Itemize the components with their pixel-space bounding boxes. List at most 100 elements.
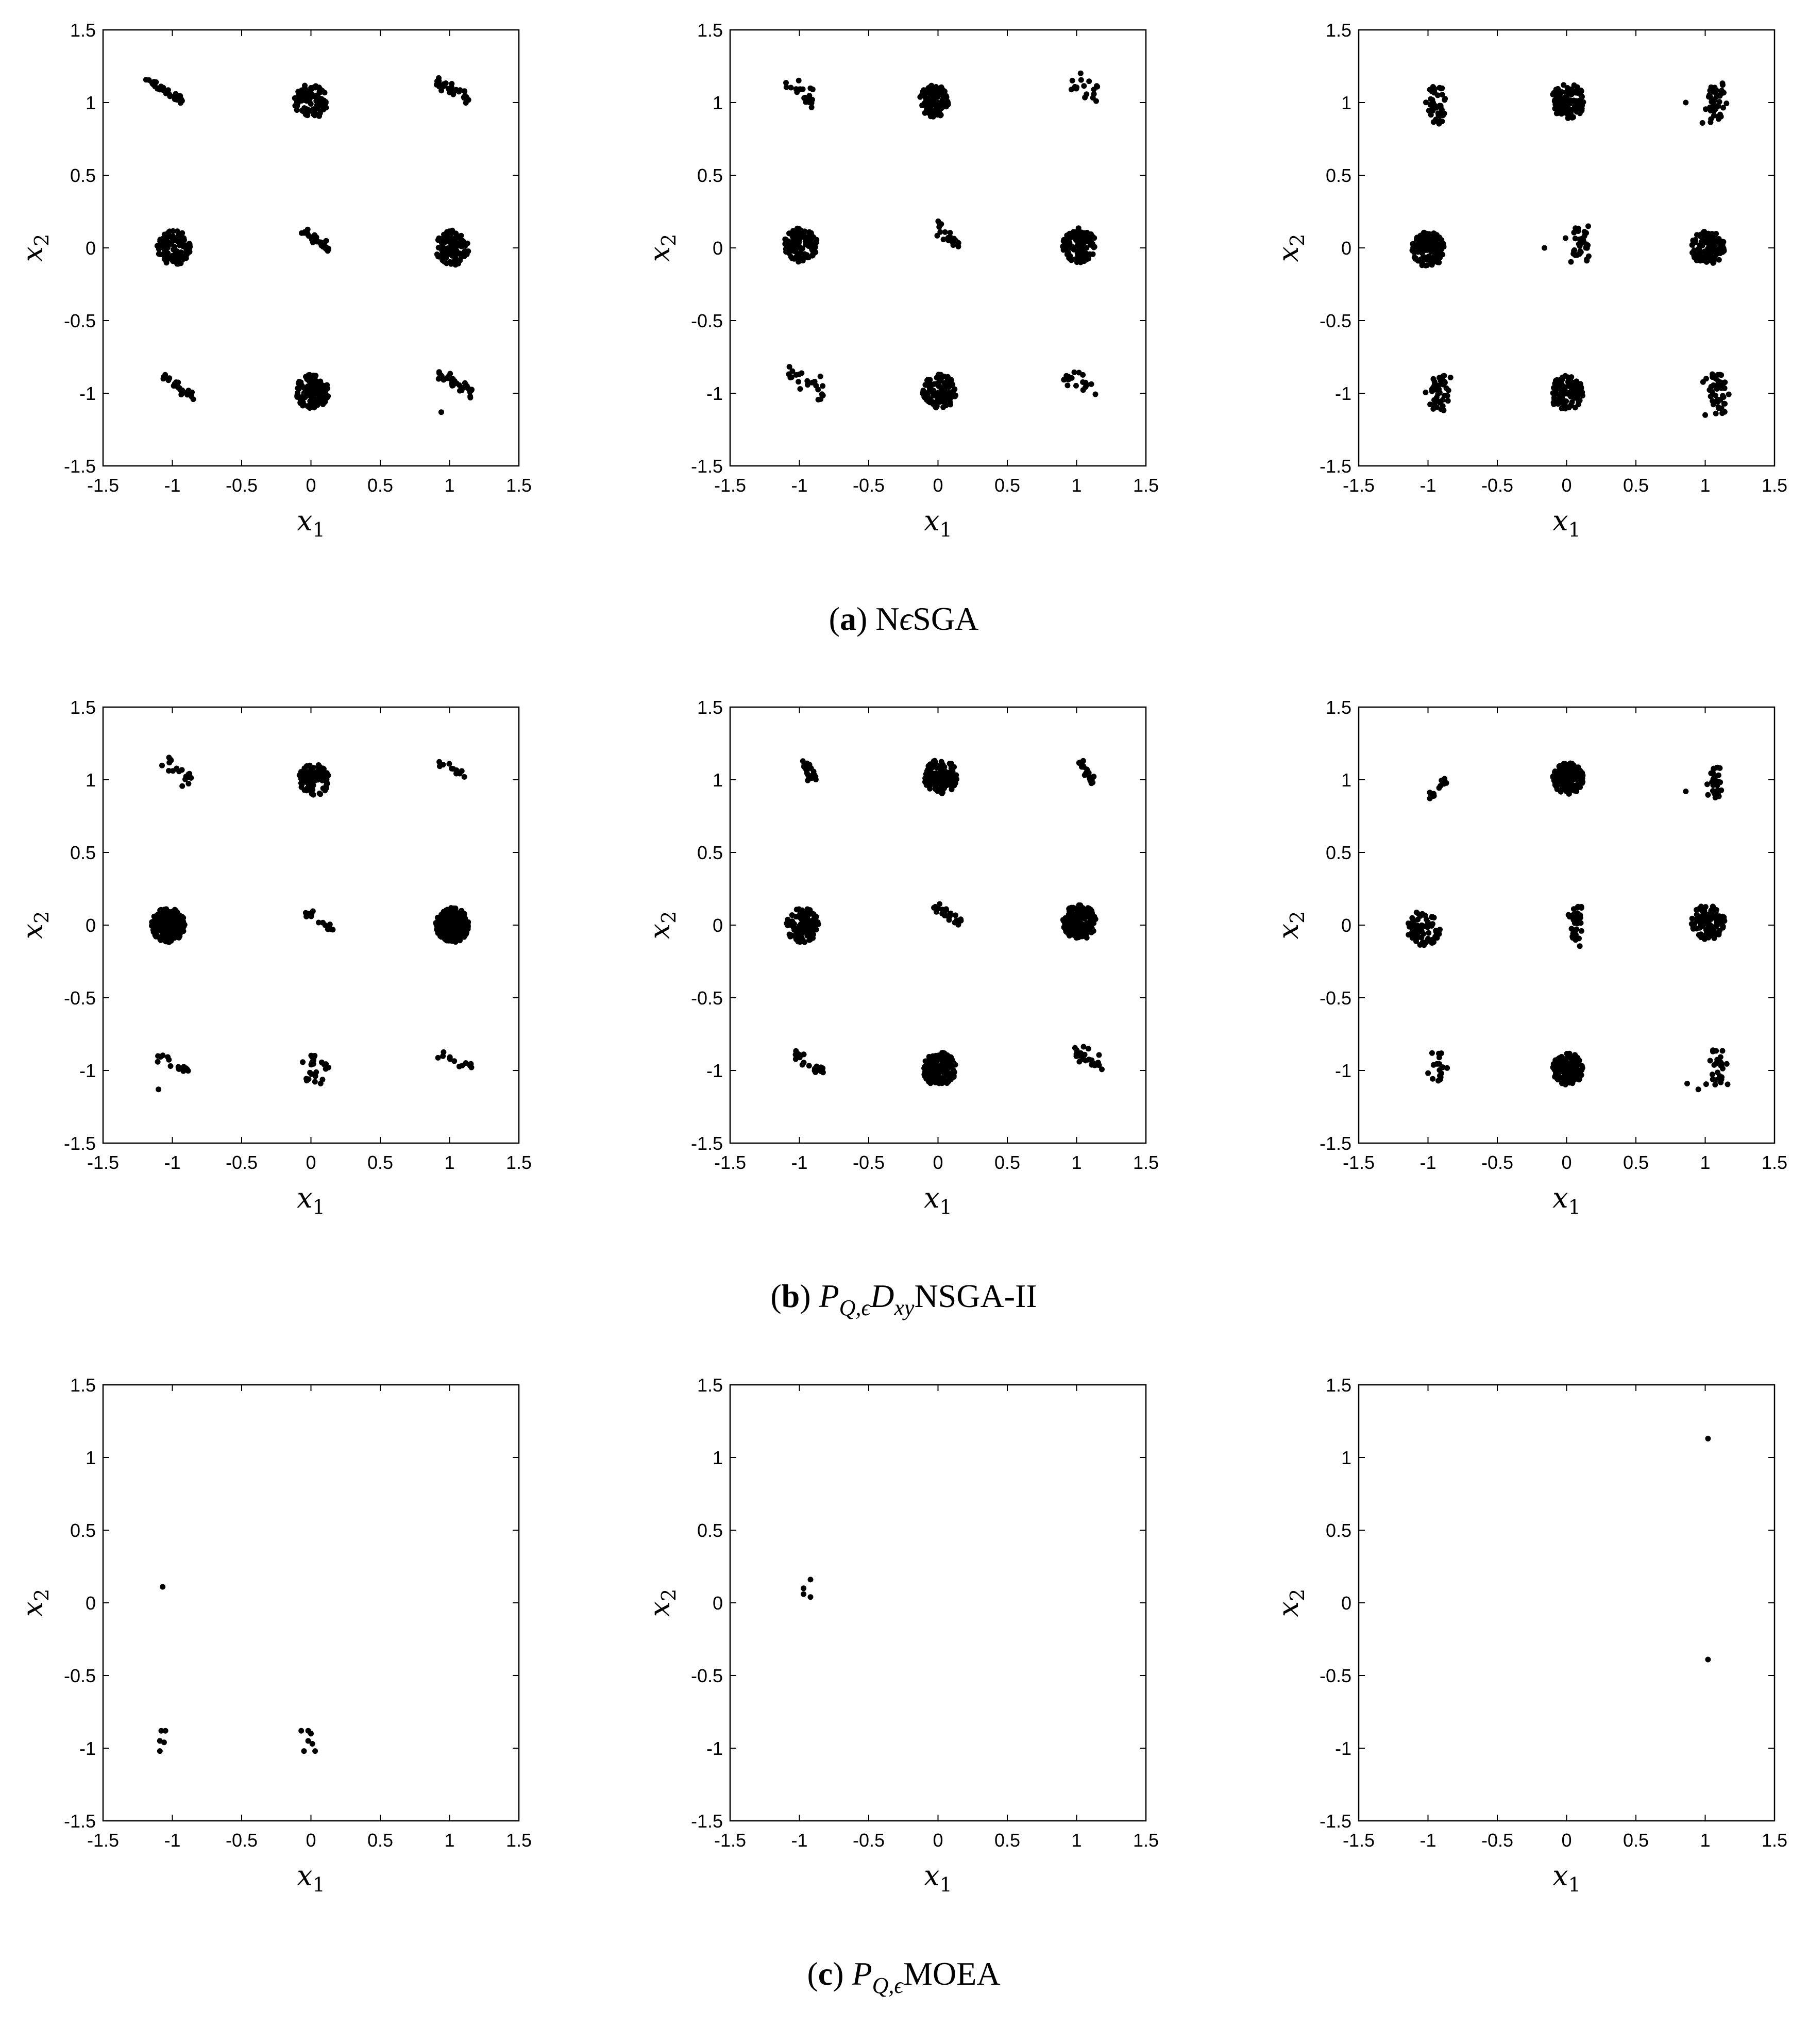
data-point [168,923,174,929]
data-point [924,768,930,774]
data-point [1563,1074,1569,1080]
x-tick-label: -0.5 [1481,475,1513,496]
data-point [1084,772,1090,778]
data-point [1570,88,1576,94]
x-tick-label: 1.5 [1133,475,1159,496]
data-point [1711,260,1717,266]
data-point [1720,394,1727,400]
data-point [797,386,803,392]
y-axis-label: x2 [16,234,53,262]
data-point [1565,912,1572,918]
data-point [187,244,193,249]
data-point [934,403,940,409]
y-tick-label: 1.5 [70,20,96,41]
data-point [1063,242,1069,248]
data-point [808,100,815,106]
x-tick-label: -0.5 [226,1152,258,1173]
data-point [308,913,314,919]
data-point [1705,1656,1711,1663]
x-tick-label: -1 [791,1152,807,1173]
data-point [164,245,171,251]
data-point [452,240,458,246]
x-tick-label: 0.5 [367,1830,393,1851]
data-point [924,396,931,402]
y-tick-label: -0.5 [691,987,723,1009]
data-point [294,394,300,400]
x-tick-label: -1.5 [87,1152,119,1173]
data-point [1076,1059,1083,1065]
y-tick-label: -1.5 [691,456,723,477]
data-point [1564,85,1570,91]
data-point [786,364,792,370]
data-point [317,89,324,95]
y-axis-label: x2 [644,911,680,940]
x-tick-label: 0 [933,475,943,496]
y-tick-label: -1 [1335,383,1351,404]
data-point [441,909,447,915]
scatter-panel-c-3: -1.5 -1 -0.5 0 0.5 1 1.5 -1.5 -1 -0.5 0 0.5 1 1.5 x1 x2 [1272,1375,1787,1896]
data-point [933,103,939,109]
data-point [1423,389,1429,395]
data-point [923,95,930,102]
x-tick-label: 1.5 [1762,1152,1787,1173]
data-point [820,383,826,389]
y-tick-label: 0 [1341,1593,1351,1614]
data-point [1072,229,1078,235]
x-axis-label: x1 [924,1859,952,1896]
data-point [453,234,460,241]
data-point [441,83,447,89]
data-point [793,914,800,919]
data-point [1421,239,1427,244]
data-point [162,912,168,918]
data-point [166,228,173,234]
data-point [294,98,300,105]
data-point [1565,780,1572,786]
data-point [1578,928,1584,934]
data-point [450,91,457,97]
data-point [944,913,950,919]
x-tick-label: -0.5 [853,1830,885,1851]
data-point [176,1066,182,1072]
data-point [1708,908,1714,914]
y-tick-label: 1.5 [1326,1375,1351,1396]
data-point [1698,903,1704,910]
data-point [1712,392,1718,398]
data-point [1721,400,1727,407]
y-tick-label: -0.5 [64,987,96,1009]
data-point [1436,785,1442,791]
data-point [1551,385,1557,391]
x-tick-label: 1.5 [506,1830,532,1851]
data-point [317,765,324,772]
data-point [457,382,462,388]
x-tick-label: 0.5 [994,475,1020,496]
data-point [160,1584,166,1590]
y-axis-label: x2 [1272,911,1309,940]
data-point [166,768,172,774]
data-point [1437,234,1443,241]
data-point [1088,231,1094,237]
data-point [1439,92,1445,98]
data-point [1704,254,1711,260]
data-point [1074,1047,1080,1053]
data-point [1717,241,1723,247]
data-point [800,758,806,764]
data-point [316,85,322,91]
x-tick-label: -1 [791,1830,807,1851]
data-point [1688,921,1695,927]
data-point [936,380,941,387]
data-point [806,1063,812,1069]
data-point [166,1057,172,1063]
data-point [176,384,181,391]
x-tick-label: -1.5 [87,475,119,496]
data-point [930,1065,936,1071]
data-point [819,391,825,397]
data-point [1429,1050,1435,1056]
data-point [321,396,327,402]
data-point [313,98,319,104]
x-axis-label: x1 [924,1182,952,1218]
data-point [1083,914,1089,920]
data-point [1409,930,1415,936]
data-point [1410,244,1416,250]
data-point [938,112,944,118]
data-point [935,788,941,794]
